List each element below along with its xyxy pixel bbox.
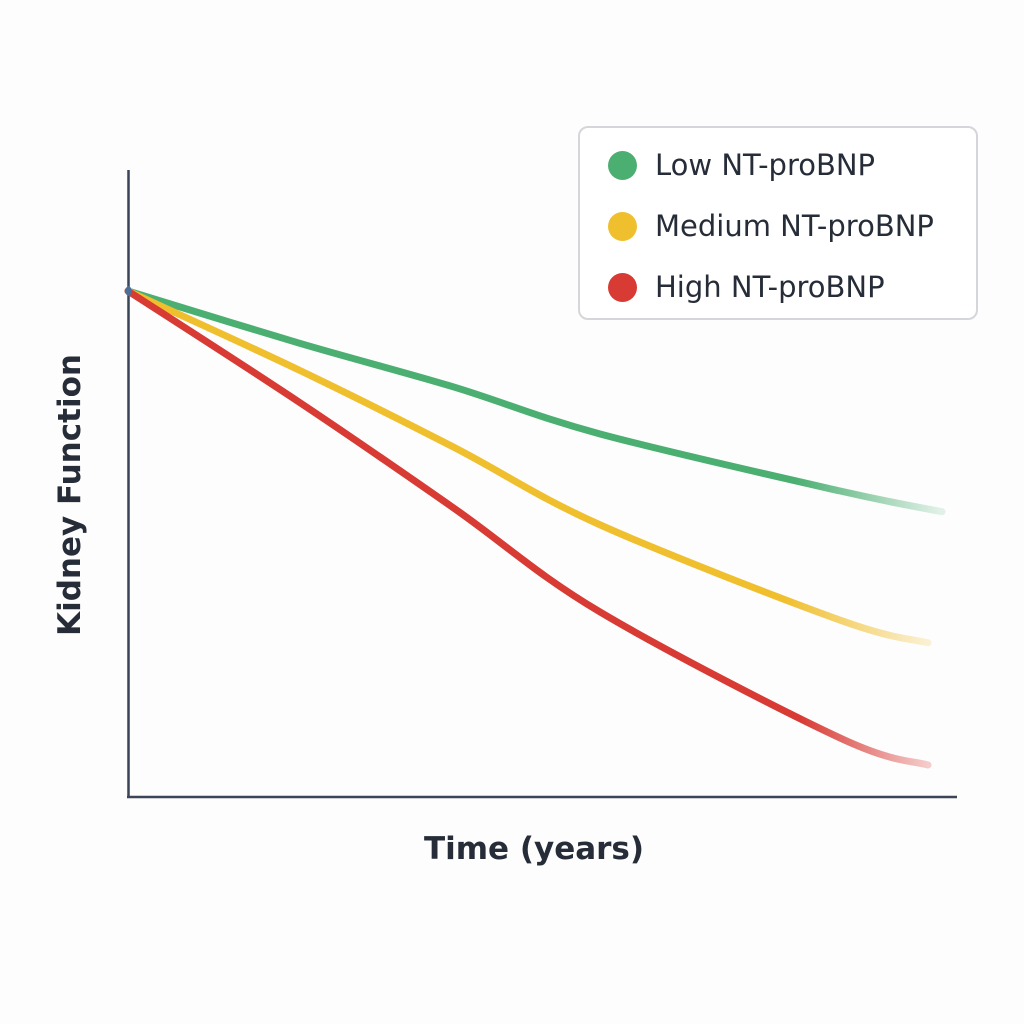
x-axis-title: Time (years) (424, 831, 644, 867)
legend-label: High NT-proBNP (655, 270, 885, 304)
series-line-medium (124, 287, 932, 647)
legend-dot-icon (608, 150, 637, 180)
legend: Low NT-proBNP Medium NT-proBNP High NT-p… (578, 126, 978, 320)
legend-item-low: Low NT-proBNP (608, 148, 875, 182)
legend-label: Medium NT-proBNP (655, 209, 934, 243)
series-line-low (124, 287, 946, 516)
origin-marker (125, 286, 132, 296)
legend-item-medium: Medium NT-proBNP (608, 209, 934, 243)
series-line-high (124, 287, 932, 769)
legend-dot-icon (608, 272, 637, 302)
legend-item-high: High NT-proBNP (608, 270, 885, 304)
y-axis-title: Kidney Function (52, 354, 88, 636)
series-lines (124, 287, 946, 769)
legend-dot-icon (608, 211, 637, 241)
legend-label: Low NT-proBNP (655, 148, 876, 182)
